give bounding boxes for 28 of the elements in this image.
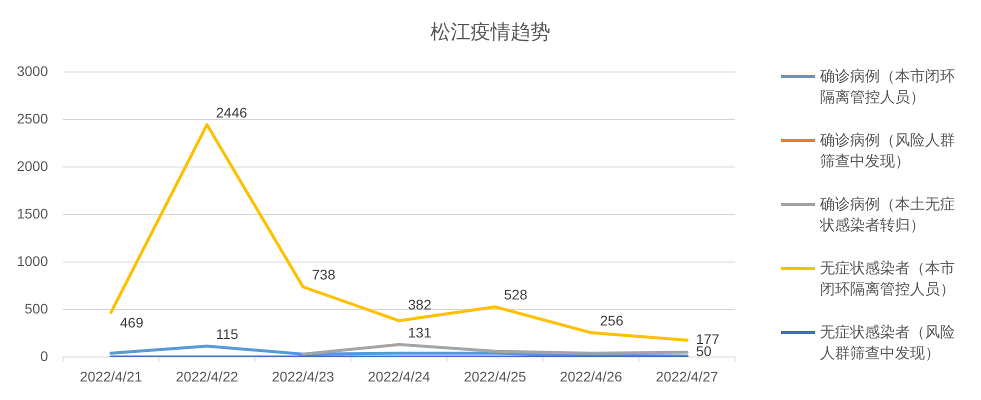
legend-label: 无症状感染者（本市闭环隔离管控人员） <box>820 259 956 300</box>
y-tick-label: 2500 <box>16 110 48 126</box>
data-label: 256 <box>600 312 624 329</box>
y-tick-label: 3000 <box>16 62 48 79</box>
data-label: 2446 <box>216 104 248 120</box>
legend-label: 无症状感染者（风险人群筛查中发现） <box>820 323 956 364</box>
data-label: 131 <box>408 324 432 340</box>
y-tick-label: 1500 <box>16 205 48 222</box>
data-label: 382 <box>408 296 432 313</box>
y-tick-label: 1000 <box>16 252 48 269</box>
x-tick-label: 2022/4/24 <box>368 368 430 384</box>
y-tick-label: 0 <box>40 348 48 364</box>
x-tick-label: 2022/4/23 <box>272 368 334 384</box>
x-tick-label: 2022/4/25 <box>464 368 526 384</box>
x-tick-label: 2022/4/22 <box>176 368 238 384</box>
y-tick-label: 2000 <box>16 158 48 174</box>
y-tick-label: 500 <box>24 300 48 316</box>
chart-title: 松江疫情趋势 <box>430 22 550 44</box>
legend-label: 确诊病例（风险人群筛查中发现） <box>820 131 956 172</box>
x-tick-label: 2022/4/21 <box>80 368 142 384</box>
legend-label: 确诊病例（本市闭环隔离管控人员） <box>820 67 956 108</box>
x-tick-label: 2022/4/26 <box>560 368 622 384</box>
data-label: 738 <box>312 266 336 283</box>
legend-label: 确诊病例（本土无症状感染者转归） <box>820 195 956 236</box>
data-label: 528 <box>504 286 528 303</box>
x-tick-label: 2022/4/27 <box>656 368 718 384</box>
data-label: 115 <box>216 326 239 342</box>
data-label: 469 <box>120 314 144 330</box>
